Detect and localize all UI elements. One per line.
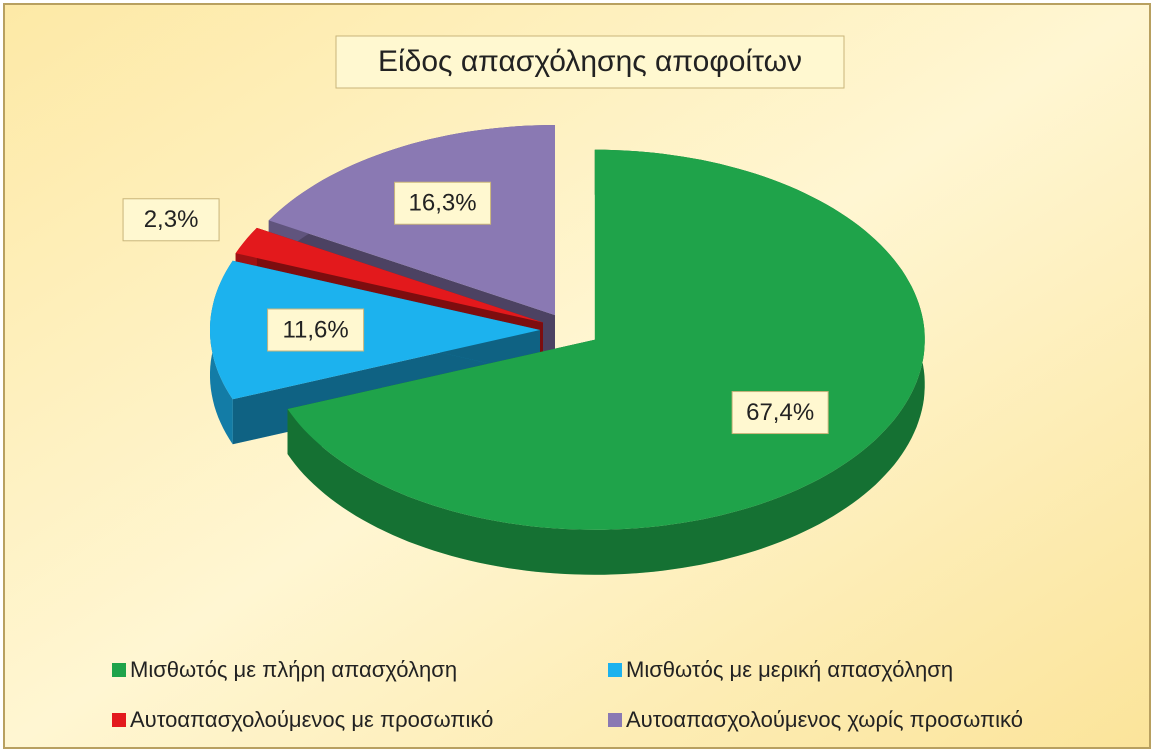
data-label: 67,4% — [746, 399, 814, 426]
slice — [210, 260, 540, 400]
data-label-box — [731, 391, 829, 435]
pie: 67,4% 11,6% 2,3% 16,3% — [122, 125, 925, 575]
chart-title: Είδος απασχόλησης αποφοίτων — [378, 45, 802, 78]
data-label-box — [267, 308, 365, 352]
slice — [287, 149, 925, 530]
legend-swatch — [112, 663, 126, 677]
title-box — [335, 35, 845, 89]
data-label-box — [394, 181, 492, 225]
data-label: 11,6% — [282, 316, 348, 343]
legend-label: Αυτοαπασχολούμενος με προσωπικό — [130, 707, 493, 732]
data-label-box — [122, 198, 220, 242]
legend-label: Μισθωτός με μερική απασχόληση — [626, 657, 953, 682]
legend-swatch — [608, 713, 622, 727]
legend-label: Αυτοαπασχολούμενος χωρίς προσωπικό — [626, 707, 1023, 732]
data-label: 16,3% — [409, 190, 477, 217]
data-label: 2,3% — [144, 206, 199, 233]
legend: Μισθωτός με πλήρη απασχόληση Μισθωτός με … — [112, 657, 1023, 732]
legend-swatch — [608, 663, 622, 677]
slice — [235, 227, 543, 323]
legend-swatch — [112, 713, 126, 727]
legend-label: Μισθωτός με πλήρη απασχόληση — [130, 657, 457, 682]
